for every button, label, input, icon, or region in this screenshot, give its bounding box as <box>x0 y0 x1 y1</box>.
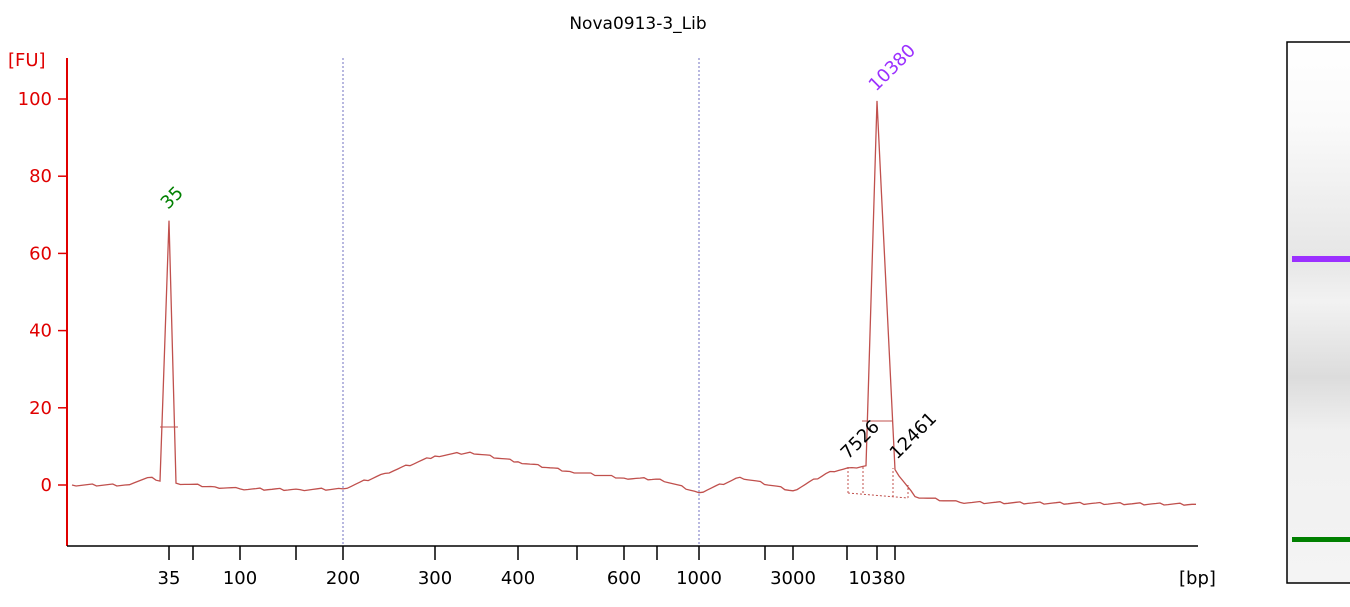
series-layer <box>71 100 1196 506</box>
chart-title: Nova0913-3_Lib <box>569 14 706 34</box>
y-tick-label-20: 20 <box>29 398 52 419</box>
y-tick-label-60: 60 <box>29 243 52 264</box>
x-tick-label-1000: 1000 <box>676 568 722 589</box>
gridlines <box>342 58 700 546</box>
peak-label-10380: 10380 <box>865 40 920 95</box>
x-tick-label-3000: 3000 <box>770 568 816 589</box>
x-tick-label-10380: 10380 <box>848 568 905 589</box>
x-tick-label-600: 600 <box>607 568 641 589</box>
gel-band-lower-marker <box>1292 537 1350 542</box>
x-axis-label: [bp] <box>1179 568 1216 589</box>
gel-image <box>1286 41 1350 584</box>
x-tick-label-35: 35 <box>158 568 181 589</box>
y-tick-label-80: 80 <box>29 166 52 187</box>
axes <box>66 58 1198 547</box>
x-tick-label-200: 200 <box>326 568 360 589</box>
y-tick-label-40: 40 <box>29 321 52 342</box>
x-ticks: 35 100 200 300 400 600 1000 3000 10380 <box>158 546 906 589</box>
x-tick-label-300: 300 <box>418 568 452 589</box>
x-tick-label-100: 100 <box>223 568 257 589</box>
peak-region-baseline <box>847 467 909 499</box>
gel-band-upper-marker <box>1292 256 1350 262</box>
series-line <box>71 100 1196 506</box>
y-tick-label-0: 0 <box>41 475 52 496</box>
peak-label-35: 35 <box>157 182 188 213</box>
y-ticks: 0 20 40 60 80 100 <box>18 89 67 496</box>
y-axis-label: [FU] <box>8 50 46 71</box>
peak-label-7526: 7526 <box>837 416 884 463</box>
x-tick-label-400: 400 <box>501 568 535 589</box>
y-tick-label-100: 100 <box>18 89 52 110</box>
gel-lane <box>1286 41 1350 584</box>
